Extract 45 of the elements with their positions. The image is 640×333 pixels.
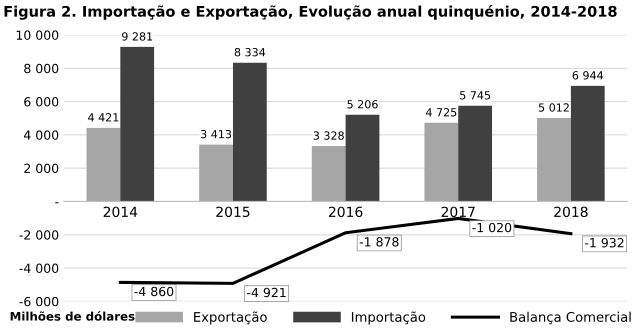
data-label: 8 334 [234, 48, 266, 56]
data-label: -4 860 [134, 286, 174, 296]
data-label: -1 878 [360, 237, 399, 247]
data-label: 5 012 [538, 103, 569, 112]
x-tick-label: 2016 [328, 206, 362, 218]
bar [86, 128, 120, 202]
data-label: 3 413 [201, 130, 232, 138]
legend-label: Importação [352, 311, 426, 324]
bar [424, 122, 458, 202]
x-tick-label: 2018 [554, 206, 588, 218]
x-tick-label: 2014 [104, 206, 138, 218]
bar [458, 106, 492, 202]
data-label: 5 206 [347, 100, 378, 108]
y-tick-label: 6 000 [24, 97, 58, 106]
legend-label: Exportação [194, 311, 267, 324]
bar [537, 118, 571, 202]
x-tick-label: 2017 [442, 206, 475, 218]
y-tick-label: 10 000 [16, 30, 58, 40]
text: Milhões de dólares [10, 311, 135, 321]
y-tick-label: -2 000 [19, 230, 58, 240]
data-label: 5 745 [460, 91, 490, 100]
bar [312, 146, 346, 202]
data-label: 4 421 [88, 113, 118, 122]
data-label: -4 921 [247, 288, 286, 298]
x-tick-label: 2015 [216, 206, 250, 218]
chart-title: Figura 2. Importação e Exportação, Evolução anual quinquénio, 2014-2018 [4, 4, 617, 20]
data-label: 3 328 [314, 131, 344, 140]
data-label: -1 020 [472, 222, 512, 232]
y-tick-label: -6 000 [19, 296, 58, 306]
data-label: 4 725 [426, 108, 456, 116]
bar [570, 86, 605, 202]
y-tick-label: 4 000 [24, 130, 58, 140]
data-label: 9 281 [122, 32, 152, 41]
y-tick-label: - [55, 202, 59, 204]
data-label: 6 944 [572, 71, 604, 80]
data-label: -1 932 [585, 238, 624, 248]
line-series [118, 216, 572, 285]
bar [232, 62, 267, 202]
legend-label: Balança Comercial [510, 312, 631, 324]
y-tick-label: -4 000 [19, 264, 58, 273]
bar [199, 144, 233, 202]
y-tick-label: 2 000 [24, 164, 58, 174]
bar [346, 114, 380, 202]
y-tick-label: 8 000 [24, 64, 58, 74]
bar [120, 46, 154, 202]
